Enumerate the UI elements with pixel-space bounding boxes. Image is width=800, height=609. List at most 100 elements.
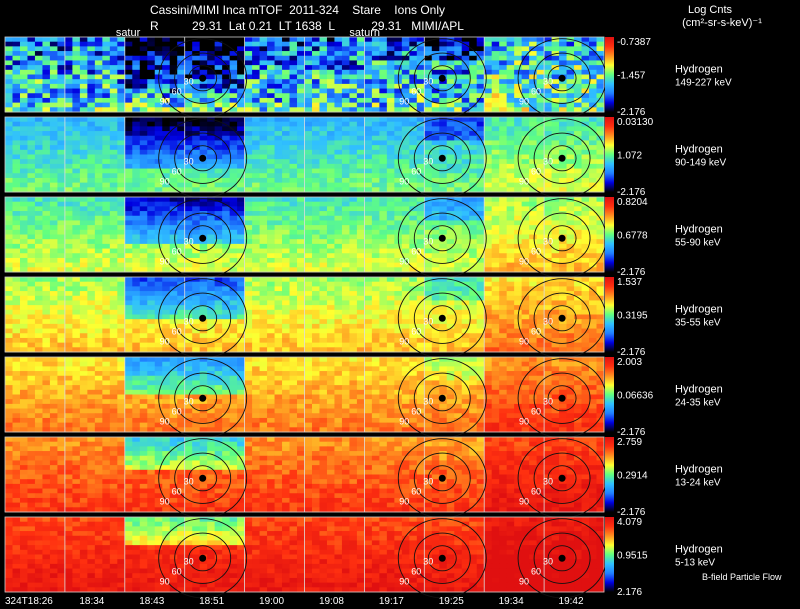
heatmap-cell	[147, 267, 156, 273]
heatmap-cell	[589, 163, 597, 169]
heatmap-cell	[566, 41, 575, 47]
heatmap-cell	[304, 60, 313, 66]
heatmap-cell	[431, 295, 440, 301]
heatmap-cell	[379, 102, 388, 108]
heatmap-cell	[551, 149, 560, 155]
heatmap-cell	[476, 140, 485, 146]
heatmap-cell	[27, 102, 36, 108]
heatmap-cell	[319, 102, 328, 108]
heatmap-cell	[139, 267, 148, 273]
heatmap-cell	[169, 107, 178, 113]
heatmap-cell	[484, 291, 493, 297]
heatmap-cell	[379, 243, 388, 249]
heatmap-cell	[341, 305, 350, 311]
heatmap-cell	[424, 121, 433, 127]
heatmap-cell	[214, 79, 223, 85]
heatmap-cell	[589, 328, 597, 334]
heatmap-cell	[184, 291, 193, 297]
heatmap-cell	[521, 65, 530, 71]
heatmap-cell	[259, 220, 268, 226]
heatmap-cell	[394, 131, 403, 137]
heatmap-cell	[42, 309, 51, 315]
heatmap-cell	[394, 126, 403, 132]
heatmap-cell	[79, 51, 88, 57]
heatmap-cell	[27, 149, 36, 155]
heatmap-cell	[559, 267, 567, 273]
heatmap-cell	[162, 225, 171, 231]
heatmap-cell	[536, 309, 545, 315]
heatmap-cell	[326, 46, 335, 52]
heatmap-cell	[326, 97, 335, 104]
heatmap-cell	[64, 173, 73, 179]
heatmap-cell	[94, 41, 103, 47]
heatmap-cell	[252, 295, 260, 301]
heatmap-cell	[229, 267, 238, 273]
heatmap-cell	[506, 41, 515, 47]
heatmap-cell	[222, 215, 231, 221]
heatmap-cell	[454, 46, 463, 52]
heatmap-cell	[484, 215, 493, 221]
heatmap-cell	[401, 225, 410, 231]
contour-label: 60	[172, 86, 182, 96]
heatmap-cell	[446, 248, 455, 254]
heatmap-cell	[529, 168, 538, 174]
heatmap-cell	[596, 163, 605, 169]
heatmap-cell	[19, 145, 28, 151]
heatmap-cell	[349, 173, 358, 179]
heatmap-cell	[589, 102, 597, 108]
heatmap-cell	[214, 206, 223, 212]
heatmap-cell	[514, 201, 523, 207]
heatmap-cell	[574, 79, 582, 85]
heatmap-cell	[252, 243, 260, 249]
heatmap-cell	[536, 159, 545, 165]
heatmap-cell	[267, 163, 275, 169]
heatmap-cell	[214, 243, 223, 249]
heatmap-cell	[499, 145, 508, 151]
heatmap-cell	[274, 69, 283, 75]
heatmap-cell	[319, 305, 328, 311]
energy-range-label: 90-149 keV	[675, 158, 726, 169]
heatmap-cell	[289, 83, 298, 89]
heatmap-cell	[42, 248, 51, 254]
heatmap-cell	[199, 79, 208, 85]
heatmap-cell	[199, 239, 208, 245]
heatmap-cell	[311, 145, 320, 151]
heatmap-cell	[274, 121, 283, 127]
heatmap-cell	[461, 229, 470, 235]
heatmap-cell	[424, 37, 433, 43]
heatmap-cell	[12, 88, 21, 94]
heatmap-cell	[326, 88, 335, 94]
heatmap-cell	[252, 291, 260, 297]
heatmap-cell	[596, 97, 605, 104]
contour-label: 30	[184, 156, 194, 166]
heatmap-cell	[304, 159, 313, 165]
heatmap-cell	[79, 277, 88, 283]
heatmap-cell	[446, 83, 455, 89]
heatmap-cell	[222, 60, 231, 66]
heatmap-cell	[304, 253, 313, 259]
heatmap-cell	[5, 93, 13, 99]
heatmap-cell	[79, 145, 88, 151]
heatmap-cell	[596, 262, 605, 268]
heatmap-cell	[34, 291, 43, 297]
heatmap-cell	[252, 197, 260, 203]
heatmap-cell	[341, 163, 350, 169]
heatmap-cell	[581, 83, 590, 89]
heatmap-cell	[409, 55, 418, 61]
heatmap-cell	[536, 83, 545, 89]
heatmap-cell	[12, 145, 21, 151]
heatmap-cell	[64, 69, 73, 75]
heatmap-cell	[267, 319, 275, 325]
heatmap-cell	[476, 253, 485, 259]
heatmap-cell	[87, 46, 96, 52]
heatmap-cell	[222, 37, 231, 43]
heatmap-cell	[34, 159, 43, 165]
heatmap-cell	[364, 295, 373, 301]
heatmap-cell	[439, 97, 448, 104]
heatmap-cell	[19, 135, 28, 141]
heatmap-cell	[559, 93, 567, 99]
heatmap-cell	[34, 154, 43, 160]
heatmap-cell	[589, 248, 597, 254]
heatmap-cell	[461, 295, 470, 301]
heatmap-cell	[536, 55, 545, 61]
